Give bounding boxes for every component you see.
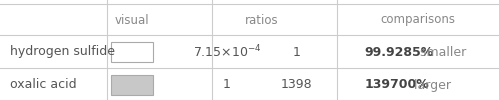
Text: larger: larger bbox=[410, 78, 451, 92]
Text: 139700%: 139700% bbox=[364, 78, 429, 92]
Text: oxalic acid: oxalic acid bbox=[10, 78, 77, 92]
FancyBboxPatch shape bbox=[111, 75, 153, 95]
Text: 1: 1 bbox=[293, 46, 301, 58]
Text: $7.15{\times}10^{-4}$: $7.15{\times}10^{-4}$ bbox=[193, 44, 261, 60]
Text: smaller: smaller bbox=[416, 46, 467, 58]
Text: hydrogen sulfide: hydrogen sulfide bbox=[10, 46, 115, 58]
Text: 1: 1 bbox=[223, 78, 231, 92]
Text: visual: visual bbox=[115, 14, 150, 26]
FancyBboxPatch shape bbox=[111, 42, 153, 62]
Text: 99.9285%: 99.9285% bbox=[364, 46, 434, 58]
Text: ratios: ratios bbox=[245, 14, 279, 26]
Text: comparisons: comparisons bbox=[380, 14, 456, 26]
Text: 1398: 1398 bbox=[281, 78, 313, 92]
